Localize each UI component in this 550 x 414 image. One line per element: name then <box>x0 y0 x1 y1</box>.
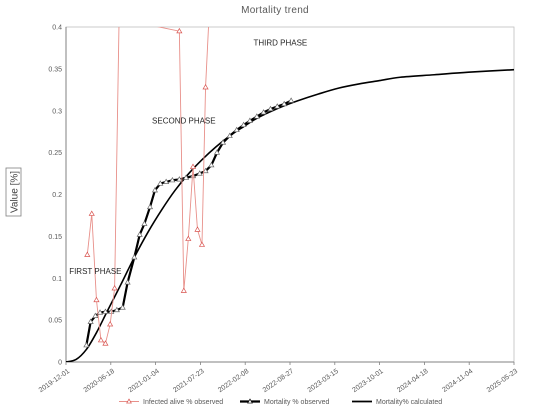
chart-title: Mortality trend <box>241 5 309 16</box>
data-point <box>185 235 192 241</box>
data-point <box>196 170 203 176</box>
phase-annotations: FIRST PHASE SECOND PHASE THIRD PHASE <box>69 38 307 276</box>
data-point <box>169 176 176 183</box>
legend-item: Infected alive % observed <box>119 398 223 406</box>
legend-marker <box>247 398 253 404</box>
data-point <box>288 97 295 103</box>
y-tick-label: 0.05 <box>48 318 62 325</box>
y-axis-ticks: 0 0.05 0.1 0.15 0.2 0.25 0.3 0.35 0.4 <box>48 25 62 367</box>
data-point <box>146 203 154 210</box>
data-point <box>274 103 281 109</box>
legend-item: Mortality% calculated <box>352 399 442 406</box>
data-point <box>194 226 201 232</box>
data-point <box>119 304 126 310</box>
data-point <box>84 251 91 257</box>
data-point <box>240 121 247 128</box>
data-point <box>281 100 288 107</box>
y-tick-label: 0.4 <box>52 25 62 32</box>
data-point <box>92 312 99 318</box>
series-0 <box>84 27 209 346</box>
data-point <box>219 139 227 145</box>
y-tick-label: 0 <box>58 360 62 367</box>
phase-label: THIRD PHASE <box>253 38 307 47</box>
series-layer <box>66 27 514 362</box>
data-point <box>124 279 131 285</box>
data-point <box>96 309 104 315</box>
data-point <box>253 113 260 119</box>
data-point <box>157 180 164 186</box>
data-point <box>102 340 109 346</box>
series-line <box>86 27 209 345</box>
y-tick-label: 0.3 <box>52 108 62 115</box>
data-point <box>246 117 253 123</box>
y-tick-label: 0.35 <box>48 66 62 73</box>
data-point <box>131 254 138 260</box>
data-point <box>176 176 183 182</box>
chart-legend: Infected alive % observed Mortality % obs… <box>119 398 442 406</box>
data-point <box>141 220 148 226</box>
phase-label: SECOND PHASE <box>152 116 216 125</box>
data-point <box>182 174 190 180</box>
data-point <box>202 83 209 90</box>
series-1 <box>83 97 295 348</box>
legend-marker <box>126 398 132 404</box>
data-point <box>180 287 187 293</box>
data-point <box>102 308 109 314</box>
data-point <box>93 296 100 303</box>
data-point <box>163 178 170 184</box>
data-point <box>97 336 105 343</box>
legend-item: Mortality % observed <box>240 398 329 406</box>
y-tick-label: 0.1 <box>52 276 62 283</box>
y-axis-label-frame <box>5 167 22 217</box>
legend-label: Infected alive % observed <box>143 399 223 406</box>
legend-label: Mortality% calculated <box>376 399 442 406</box>
data-point <box>260 109 267 115</box>
y-axis-label-box: Value [%] <box>5 167 22 217</box>
data-point <box>136 231 143 237</box>
data-point <box>198 241 206 247</box>
data-point <box>226 132 233 138</box>
phase-label: FIRST PHASE <box>69 267 121 276</box>
data-point <box>88 210 95 216</box>
data-point <box>267 105 274 112</box>
data-point <box>189 172 197 179</box>
y-axis-label: Value [%] <box>10 171 21 213</box>
data-point <box>189 163 197 169</box>
y-tick-label: 0.2 <box>52 192 62 199</box>
data-point <box>111 284 118 291</box>
data-point <box>107 321 114 327</box>
data-point <box>202 167 209 174</box>
legend-label: Mortality % observed <box>264 399 329 406</box>
data-point <box>113 306 120 313</box>
data-point <box>176 27 183 34</box>
data-point <box>87 318 94 324</box>
data-point <box>151 187 159 193</box>
y-tick-label: 0.15 <box>48 234 62 241</box>
data-point <box>213 149 221 155</box>
y-tick-label: 0.25 <box>48 150 62 157</box>
data-point <box>83 341 90 348</box>
data-point <box>233 126 240 133</box>
data-point <box>208 161 215 168</box>
